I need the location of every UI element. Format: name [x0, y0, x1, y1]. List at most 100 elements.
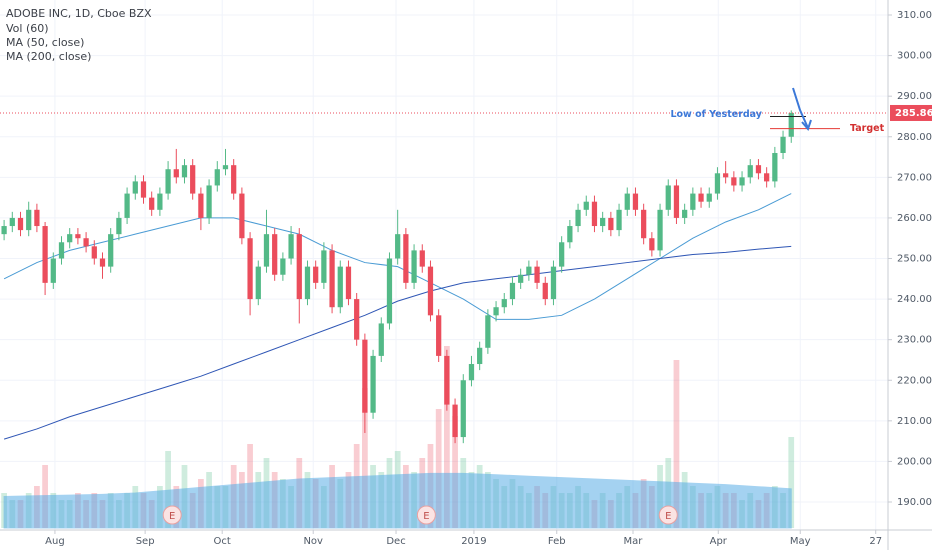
x-tick-label: Aug	[45, 536, 65, 547]
volume-bar	[165, 451, 171, 528]
candle-body	[304, 266, 311, 300]
candle-body	[370, 355, 376, 413]
candle-body	[198, 193, 204, 218]
candle-body	[321, 250, 327, 283]
candle-body	[354, 299, 360, 340]
earnings-label: E	[169, 511, 175, 522]
moving-average-line	[3, 245, 792, 440]
annotation-arrowhead	[801, 119, 812, 131]
earnings-marker	[658, 505, 678, 525]
x-tick-label: Nov	[303, 536, 323, 547]
y-tick-label: 300.00	[897, 51, 932, 62]
candle-body	[427, 266, 434, 316]
candle-body	[140, 181, 147, 198]
price-axis	[888, 0, 932, 550]
candle-body	[83, 238, 89, 247]
x-tick-label: May	[790, 536, 811, 547]
y-tick-label: 210.00	[897, 416, 932, 427]
volume-bar	[435, 409, 442, 528]
volume-bar	[444, 346, 450, 528]
candle-body	[419, 250, 425, 267]
candle-body	[731, 177, 737, 186]
y-tick-label: 240.00	[897, 294, 932, 305]
y-tick-label: 220.00	[897, 375, 932, 386]
candle-body	[468, 364, 475, 381]
candle-body	[337, 266, 343, 308]
candle-body	[247, 238, 253, 300]
candle-body	[444, 355, 450, 405]
y-tick-label: 270.00	[897, 172, 932, 183]
volume-bar	[673, 360, 680, 528]
candle-body	[214, 169, 220, 186]
earnings-marker	[162, 505, 182, 525]
y-tick-label: 200.00	[897, 456, 932, 467]
candle-body	[739, 177, 745, 186]
candle-body	[34, 209, 40, 227]
candle-body	[509, 282, 516, 300]
x-tick-label: Apr	[710, 536, 728, 547]
last-price-box	[890, 104, 932, 121]
candle-body	[50, 258, 56, 283]
candle-body	[395, 234, 401, 259]
candle-body	[296, 234, 302, 300]
candle-body	[26, 209, 32, 231]
candle-body	[518, 274, 524, 283]
candle-body	[608, 217, 614, 231]
candle-body	[600, 217, 606, 227]
candle-body	[108, 234, 114, 267]
candle-body	[772, 152, 778, 182]
candle-body	[91, 246, 97, 259]
candle-body	[665, 185, 671, 210]
candle-body	[181, 165, 188, 178]
candle-body	[116, 217, 122, 235]
candle-body	[345, 266, 352, 300]
candle-body	[714, 173, 721, 194]
candle-body	[255, 266, 261, 300]
last-price-label: 285.86	[895, 108, 932, 119]
x-tick-label: 2019	[461, 536, 486, 547]
y-tick-label: 280.00	[897, 132, 932, 143]
y-tick-label: 250.00	[897, 254, 932, 265]
candle-body	[378, 323, 384, 356]
candle-body	[485, 315, 491, 348]
x-tick-label: Mar	[624, 536, 644, 547]
candle-body	[501, 299, 507, 308]
candle-body	[149, 197, 155, 210]
annotation-label: Target	[850, 123, 885, 134]
x-tick-label: Oct	[214, 536, 231, 547]
y-tick-label: 260.00	[897, 213, 932, 224]
candle-body	[723, 173, 729, 178]
y-tick-label: 190.00	[897, 497, 932, 508]
earnings-marker	[416, 505, 436, 525]
candle-body	[436, 315, 442, 356]
volume-bar	[362, 388, 368, 528]
x-tick-label: Sep	[136, 536, 155, 547]
candle-body	[747, 165, 753, 178]
candle-body	[641, 209, 647, 239]
time-axis	[0, 530, 888, 550]
candle-body	[411, 250, 417, 283]
annotation-label: Low of Yesterday	[670, 109, 762, 120]
candle-body	[157, 193, 163, 210]
candle-body	[632, 193, 639, 210]
candle-body	[575, 209, 581, 227]
candle-body	[17, 217, 24, 231]
candle-body	[591, 201, 598, 227]
candle-body	[403, 234, 409, 283]
earnings-label: E	[665, 511, 671, 522]
candle-body	[272, 234, 278, 275]
candle-body	[452, 404, 458, 438]
candle-body	[280, 258, 286, 275]
candle-body	[222, 165, 229, 170]
candle-body	[624, 193, 630, 210]
candle-body	[706, 193, 712, 202]
candle-body	[75, 234, 81, 239]
candle-body	[288, 234, 294, 259]
candle-body	[165, 169, 171, 194]
volume-bar	[788, 437, 795, 528]
candle-body	[493, 307, 499, 316]
candle-body	[42, 226, 48, 283]
chart-title: ADOBE INC, 1D, Cboe BZX	[6, 7, 152, 20]
candle-body	[329, 250, 335, 308]
candle-body	[263, 234, 270, 267]
